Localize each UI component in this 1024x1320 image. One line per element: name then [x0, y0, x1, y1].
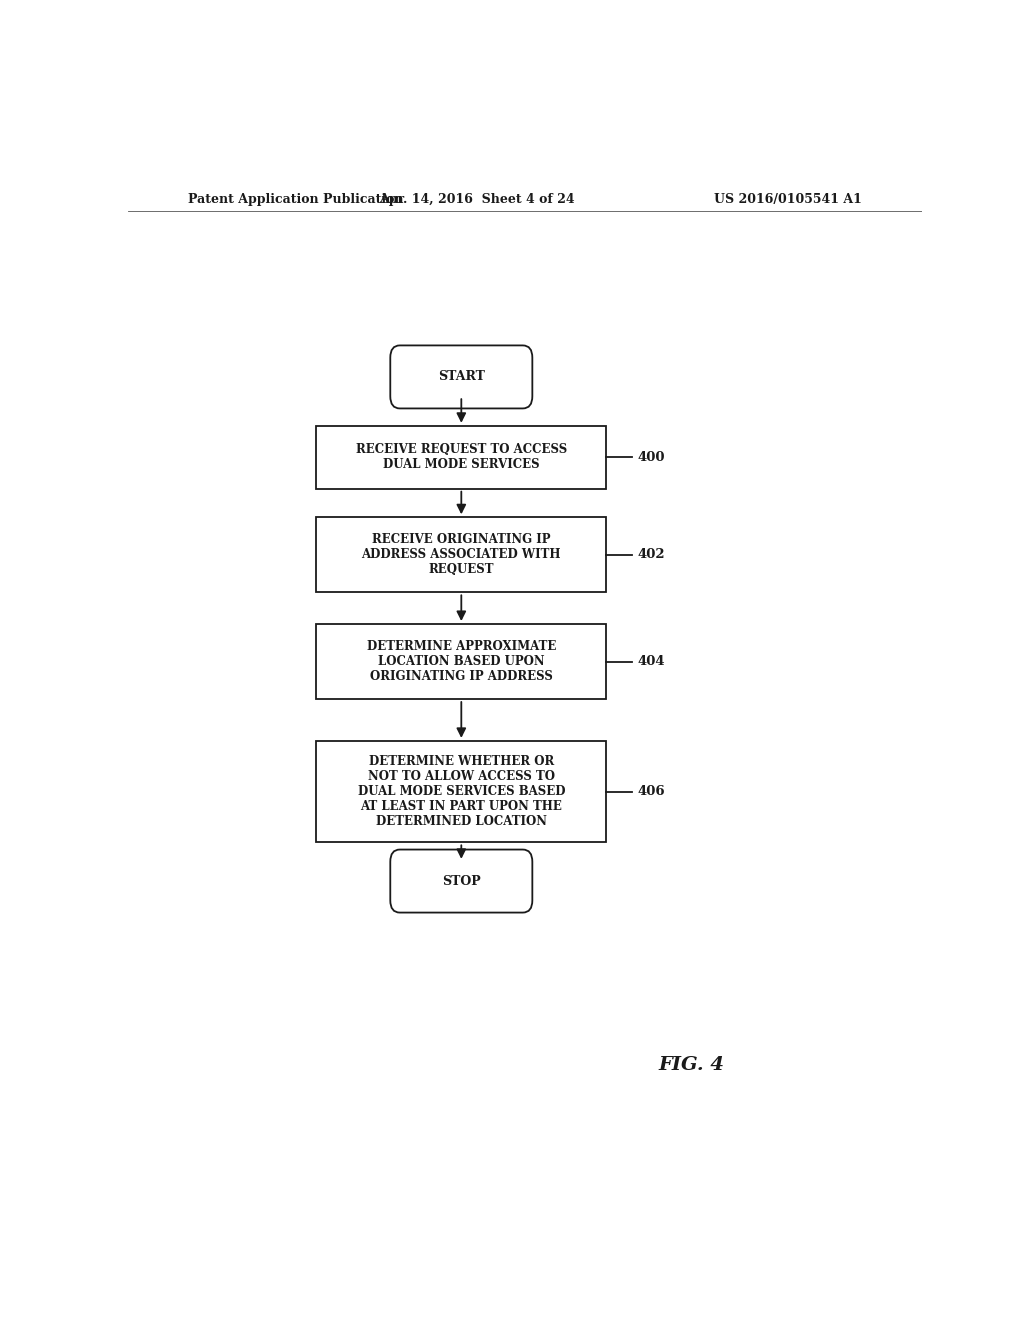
FancyBboxPatch shape	[316, 624, 606, 700]
FancyBboxPatch shape	[316, 426, 606, 488]
Text: Patent Application Publication: Patent Application Publication	[187, 193, 403, 206]
Text: RECEIVE REQUEST TO ACCESS
DUAL MODE SERVICES: RECEIVE REQUEST TO ACCESS DUAL MODE SERV…	[355, 444, 567, 471]
FancyBboxPatch shape	[390, 850, 532, 912]
Text: 406: 406	[638, 785, 666, 799]
Text: 400: 400	[638, 450, 666, 463]
FancyBboxPatch shape	[316, 517, 606, 593]
Text: 404: 404	[638, 655, 666, 668]
FancyBboxPatch shape	[390, 346, 532, 408]
Text: US 2016/0105541 A1: US 2016/0105541 A1	[714, 193, 862, 206]
Text: START: START	[438, 371, 484, 383]
Text: RECEIVE ORIGINATING IP
ADDRESS ASSOCIATED WITH
REQUEST: RECEIVE ORIGINATING IP ADDRESS ASSOCIATE…	[361, 533, 561, 577]
Text: FIG. 4: FIG. 4	[658, 1056, 724, 1074]
Text: DETERMINE APPROXIMATE
LOCATION BASED UPON
ORIGINATING IP ADDRESS: DETERMINE APPROXIMATE LOCATION BASED UPO…	[367, 640, 556, 682]
Text: 402: 402	[638, 548, 666, 561]
Text: Apr. 14, 2016  Sheet 4 of 24: Apr. 14, 2016 Sheet 4 of 24	[379, 193, 575, 206]
FancyBboxPatch shape	[316, 741, 606, 842]
Text: DETERMINE WHETHER OR
NOT TO ALLOW ACCESS TO
DUAL MODE SERVICES BASED
AT LEAST IN: DETERMINE WHETHER OR NOT TO ALLOW ACCESS…	[357, 755, 565, 828]
Text: STOP: STOP	[442, 875, 480, 887]
